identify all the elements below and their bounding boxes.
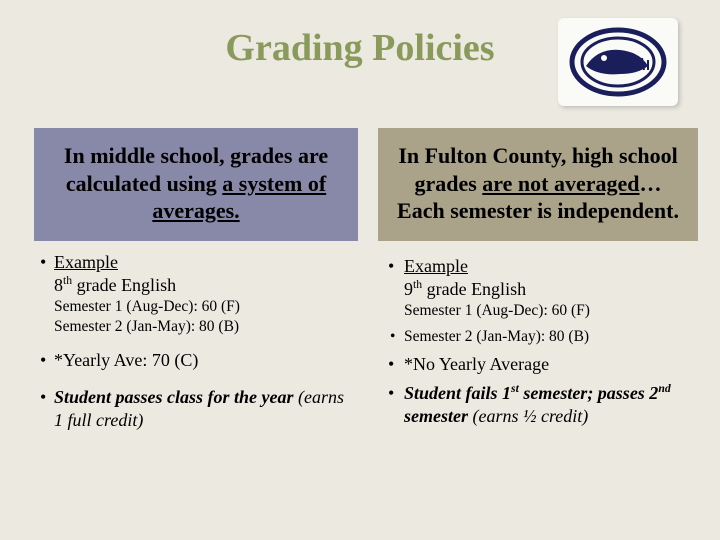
right-result-c: semester	[404, 406, 468, 426]
left-example-item: Example 8th grade English	[40, 251, 352, 297]
left-sem2: Semester 2 (Jan-May): 80 (B)	[54, 317, 352, 337]
left-panel: In middle school, grades are calculated …	[34, 128, 358, 432]
right-example-label: Example	[404, 256, 468, 276]
right-result-a-sup: st	[511, 382, 519, 395]
right-content: Example 9th grade English Semester 1 (Au…	[378, 241, 698, 428]
left-course-post: grade English	[72, 275, 176, 295]
left-sem1: Semester 1 (Aug-Dec): 60 (F)	[54, 297, 352, 317]
right-result-a: Student fails 1	[404, 383, 511, 403]
right-header-underline: are not averaged	[482, 171, 639, 196]
right-result-i: (earns ½ credit)	[468, 406, 588, 426]
left-result-bold: Student passes class for the year	[54, 387, 294, 407]
left-course-sup: th	[63, 274, 72, 287]
right-result-b: semester; passes 2	[519, 383, 658, 403]
right-course-pre: 9	[404, 279, 413, 299]
left-header: In middle school, grades are calculated …	[34, 128, 358, 241]
right-course-post: grade English	[422, 279, 526, 299]
right-course-sup: th	[413, 278, 422, 291]
right-result: Student fails 1st semester; passes 2nd s…	[388, 382, 692, 428]
right-example-item: Example 9th grade English	[388, 255, 692, 301]
left-example-label: Example	[54, 252, 118, 272]
right-panel: In Fulton County, high school grades are…	[378, 128, 698, 428]
right-sem1: Semester 1 (Aug-Dec): 60 (F)	[404, 301, 692, 321]
school-logo	[558, 18, 678, 106]
gator-logo-icon	[568, 26, 668, 98]
left-content: Example 8th grade English Semester 1 (Au…	[34, 241, 358, 432]
left-yearly: *Yearly Ave: 70 (C)	[40, 349, 352, 372]
left-course-pre: 8	[54, 275, 63, 295]
right-result-b-sup: nd	[658, 382, 670, 395]
right-noyearly: *No Yearly Average	[388, 353, 692, 376]
left-result: Student passes class for the year (earns…	[40, 386, 352, 432]
right-sem2: Semester 2 (Jan-May): 80 (B)	[390, 327, 692, 347]
right-header: In Fulton County, high school grades are…	[378, 128, 698, 241]
